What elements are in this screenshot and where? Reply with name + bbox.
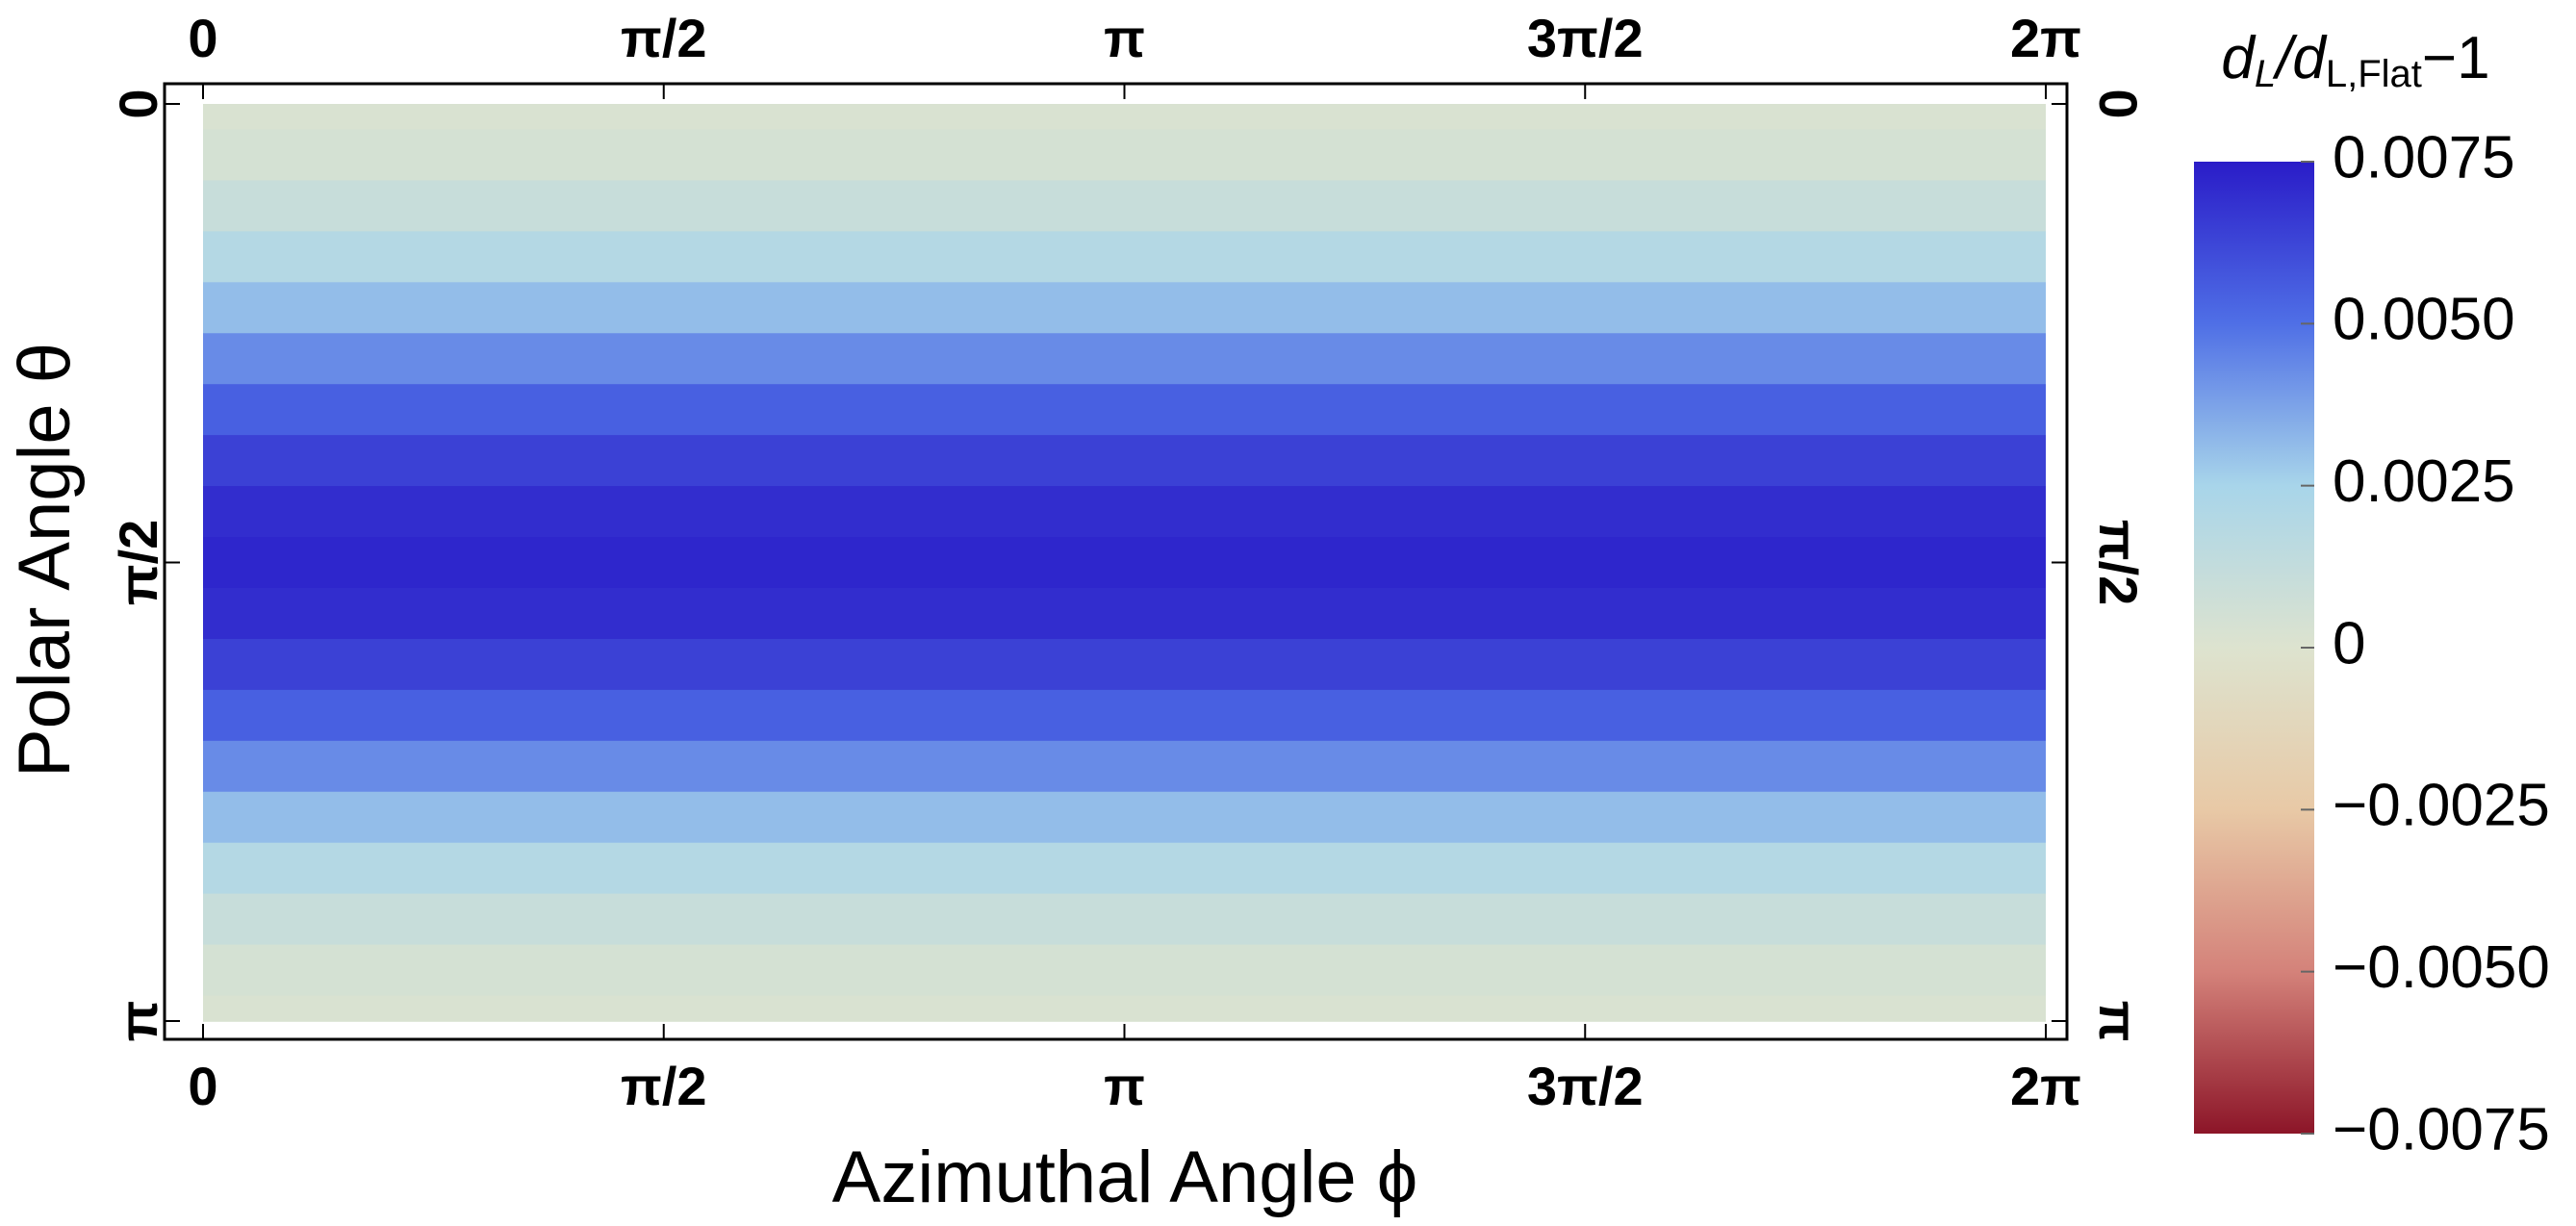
heat-cell (203, 638, 2046, 691)
y-tick-label: π (108, 1001, 168, 1042)
heat-cell (203, 893, 2046, 946)
x-tick-label: 3π/2 (1527, 1056, 1644, 1116)
heat-cell (203, 282, 2046, 335)
x-tick-label-top: 2π (2010, 8, 2081, 68)
x-tick-label-top: π/2 (621, 8, 707, 68)
colorbar-tick-label: −0.0025 (2333, 773, 2550, 839)
heat-cell (203, 587, 2046, 640)
colorbar-tick-label: 0.0075 (2333, 124, 2515, 191)
heat-cell (203, 180, 2046, 233)
heat-cell (203, 129, 2046, 182)
heat-cell (203, 231, 2046, 284)
y-tick-label-right: π/2 (2088, 520, 2149, 606)
colorbar-title-part: /d (2272, 25, 2328, 91)
colorbar-title-part: d (2221, 25, 2257, 91)
y-axis-title: Polar Angle θ (4, 343, 86, 778)
y-tick-label: 0 (108, 89, 168, 118)
x-tick-label-top: 3π/2 (1527, 8, 1644, 68)
colorbar (2194, 162, 2314, 1134)
heat-cell (203, 486, 2046, 538)
colorbar-tick-label: 0 (2333, 610, 2365, 677)
colorbar-title-part: −1 (2422, 25, 2490, 91)
colorbar-tick-label: −0.0050 (2333, 934, 2550, 1001)
colorbar-tick-label: −0.0075 (2333, 1096, 2550, 1162)
colorbar-title-part: L (2255, 53, 2276, 95)
colorbar-tick-label: 0.0050 (2333, 287, 2515, 353)
heat-cell (203, 104, 2046, 131)
x-tick-label: π/2 (621, 1056, 707, 1116)
heat-cell (203, 435, 2046, 487)
y-tick-label-right: 0 (2088, 89, 2149, 118)
heat-cell (203, 333, 2046, 385)
heat-cell (203, 842, 2046, 895)
heat-cell (203, 791, 2046, 844)
heat-cell (203, 537, 2046, 589)
x-axis-title: Azimuthal Angle ϕ (832, 1137, 1418, 1218)
x-tick-label-top: π (1104, 8, 1145, 68)
heat-cell (203, 689, 2046, 742)
x-tick-label: π (1104, 1056, 1145, 1116)
y-tick-label: π/2 (108, 520, 168, 606)
x-tick-label: 0 (188, 1056, 217, 1116)
colorbar-title: dL/dL,Flat−1 (2221, 25, 2489, 94)
x-tick-label: 2π (2010, 1056, 2081, 1116)
heat-cell (203, 740, 2046, 793)
heat-cell (203, 384, 2046, 436)
heat-cell (203, 944, 2046, 997)
x-tick-label-top: 0 (188, 8, 217, 68)
colorbar-tick-label: 0.0025 (2333, 448, 2515, 515)
y-tick-label-right: π (2088, 1001, 2149, 1042)
colorbar-title-part: L,Flat (2326, 53, 2422, 95)
heat-cell (203, 995, 2046, 1022)
